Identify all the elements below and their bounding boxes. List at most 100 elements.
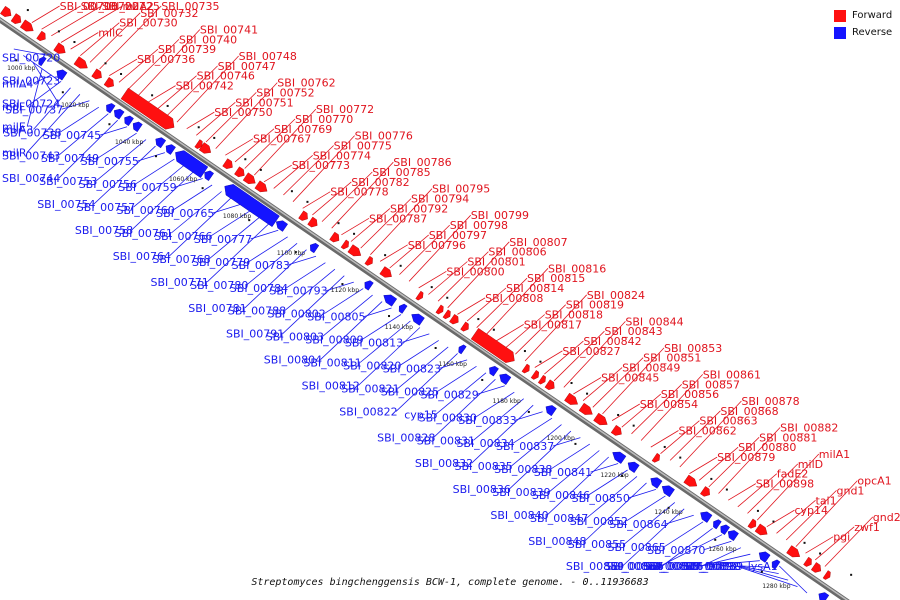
label-connector [397,346,449,389]
axis-tick-label: 1140 kbp [385,324,413,331]
axis-tick-label: 1080 kbp [223,213,251,220]
gene-label-lysa1: lysA1 [748,560,778,573]
gene-label-sbi-00772: SBI_00772 [316,103,374,116]
label-connector [283,145,334,196]
label-connector [650,430,679,448]
label-connector [284,268,336,312]
forward-gene-arrow [610,424,622,436]
backbone-highlight [0,18,849,600]
label-connector [212,204,241,214]
gene-label-sbi-00793: SBI_00793 [269,285,327,298]
gene-label-sbi-00755: SBI_00755 [81,155,139,168]
reverse-gene-arrow [398,303,408,314]
label-connector [225,138,254,156]
gene-label-opca1: opcA1 [857,475,891,488]
label-connector [361,314,402,340]
gene-label-sbi-00771: SBI_00771 [151,276,209,289]
locus-marker [621,474,624,477]
gene-label-sbi-00835: SBI_00835 [455,460,513,473]
gene-label-sbi-00845: SBI_00845 [601,372,659,385]
reverse-gene-arrow [713,519,722,530]
label-connector [174,178,203,188]
gene-label-sbi-00799: SBI_00799 [471,209,529,222]
label-connector [99,5,162,70]
gene-label-fade2: fadE2 [777,468,809,481]
forward-gene-arrow [537,374,546,385]
gene-label-cyp15: cyp15 [404,408,438,421]
gene-label-mild: milD [798,458,823,471]
label-connector [509,430,572,490]
forward-gene-arrow [198,142,212,154]
label-connector [766,509,795,528]
label-connector [471,404,534,464]
label-connector [248,236,288,263]
gene-label-sbi-00765: SBI_00765 [156,207,214,220]
reverse-gene-arrow [458,344,467,355]
reverse-gene-arrow [124,115,134,127]
gene-label-sbi-00808: SBI_00808 [485,292,543,305]
label-connector [244,249,307,309]
axis-tick-label: 1100 kbp [277,250,305,257]
label-connector [128,39,180,90]
gene-label-sbi-00813: SBI_00813 [345,337,403,350]
label-connector [524,294,587,362]
gene-label-cyp14: cyp14 [795,504,829,517]
gene-label-sbi-00780: SBI_00780 [190,279,248,292]
gene-label-sbi-00758: SBI_00758 [75,224,133,237]
gene-label-sbi-00876: SBI_00876 [645,560,703,573]
gene-label-sbi-00769: SBI_00769 [274,123,332,136]
gene-label-sbi-00741: SBI_00741 [200,24,258,37]
gene-label-sbi-00898: SBI_00898 [756,478,814,491]
label-connector [660,534,723,567]
label-connector [739,565,779,574]
gene-label-sbi-00807: SBI_00807 [509,236,567,249]
label-connector [486,268,549,335]
label-connector [288,255,317,266]
gene-label-sbi-00787: SBI_00787 [369,212,427,225]
label-connector [118,48,159,83]
gene-label-sbi-00817: SBI_00817 [524,318,582,331]
label-connector [282,275,345,334]
gene-label-gnd1: gnd1 [837,484,865,497]
gene-label-mila1: milA1 [819,448,850,461]
label-connector [363,307,392,317]
gene-label-sbi-00794: SBI_00794 [411,193,469,206]
gene-label-sbi-00775: SBI_00775 [334,140,392,153]
locus-marker [108,123,111,126]
locus-marker [803,541,806,544]
locus-marker [586,392,589,395]
legend-item-reverse: Reverse [834,25,892,40]
label-connector [401,333,430,343]
label-connector [26,80,62,107]
forward-gene-arrow [442,309,451,320]
label-connector [360,198,412,249]
locus-marker [477,318,480,321]
forward-gene-arrow [194,139,203,149]
gene-label-sbi-00737: SBI_00737 [5,103,63,116]
reverse-gene-arrow [275,220,288,232]
gene-label-sbi-00797: SBI_00797 [429,229,487,242]
gene-label-sbi-00751: SBI_00751 [235,96,293,109]
gene-label-sbi-00720: SBI_00720 [2,52,60,65]
locus-marker [523,350,526,353]
label-connector [546,456,609,516]
gene-label-sbi-00746: SBI_00746 [197,70,255,83]
label-connector [254,108,317,176]
label-connector [495,324,524,342]
label-connector [263,164,292,183]
locus-marker [197,126,200,129]
gene-label-sbi-00798: SBI_00798 [450,219,508,232]
gene-label-sbi-00782: SBI_00782 [351,176,409,189]
label-connector [779,565,808,594]
gene-label-sbi-00881: SBI_00881 [759,431,817,444]
label-connector [250,229,279,240]
gene-label-sbi-00806: SBI_00806 [488,246,546,259]
label-connector [99,126,128,136]
forward-gene-arrow [19,19,34,32]
forward-gene-arrow [521,363,530,374]
label-connector [312,181,352,216]
label-connector [59,106,100,133]
gene-arrows [0,5,853,600]
locus-marker [772,520,775,523]
axis-tick-label: 1220 kbp [600,472,628,479]
